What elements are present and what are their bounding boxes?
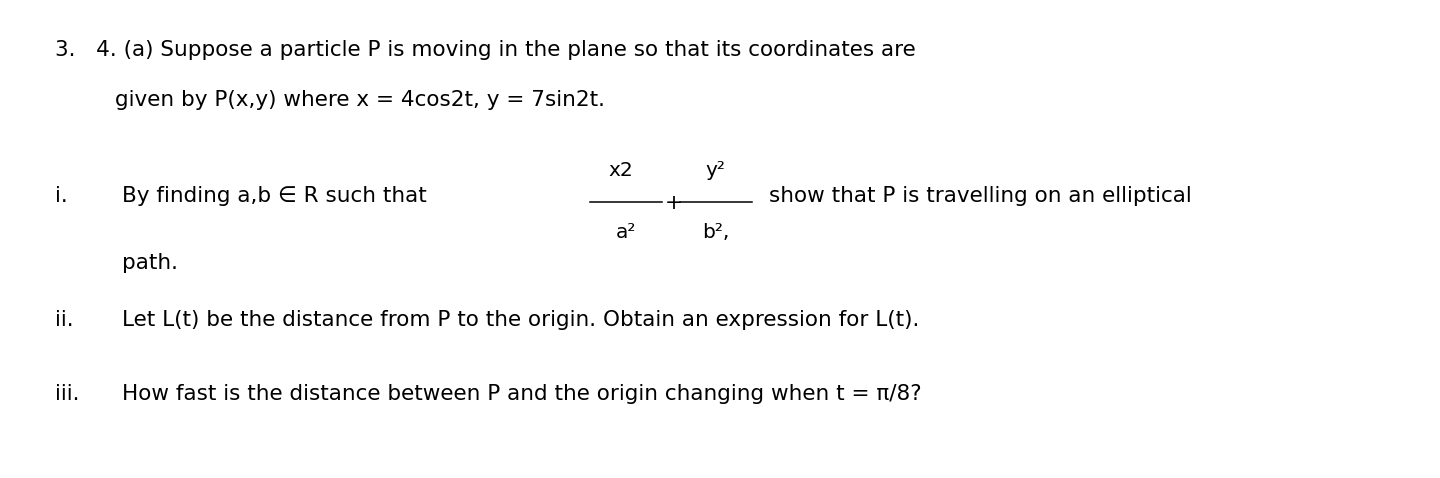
Text: show that P is travelling on an elliptical: show that P is travelling on an elliptic… (769, 186, 1192, 206)
Text: path.: path. (122, 253, 179, 273)
Text: +: + (665, 193, 683, 213)
Text: ii.: ii. (55, 310, 73, 330)
Text: 3.   4. (a) Suppose a particle P is moving in the plane so that its coordinates : 3. 4. (a) Suppose a particle P is moving… (55, 40, 916, 60)
Text: i.: i. (55, 186, 68, 206)
Text: given by P(x,y) where x = 4cos2t, y = 7sin2t.: given by P(x,y) where x = 4cos2t, y = 7s… (115, 90, 605, 110)
Text: a²: a² (616, 223, 636, 242)
Text: iii.: iii. (55, 384, 79, 404)
Text: How fast is the distance between P and the origin changing when t = π/8?: How fast is the distance between P and t… (122, 384, 922, 404)
Text: By finding a,b ∈ R such that: By finding a,b ∈ R such that (122, 186, 428, 206)
Text: Let L(t) be the distance from P to the origin. Obtain an expression for L(t).: Let L(t) be the distance from P to the o… (122, 310, 920, 330)
Text: y²: y² (706, 161, 726, 180)
Text: x2: x2 (608, 161, 634, 180)
Text: b²,: b², (701, 223, 730, 242)
